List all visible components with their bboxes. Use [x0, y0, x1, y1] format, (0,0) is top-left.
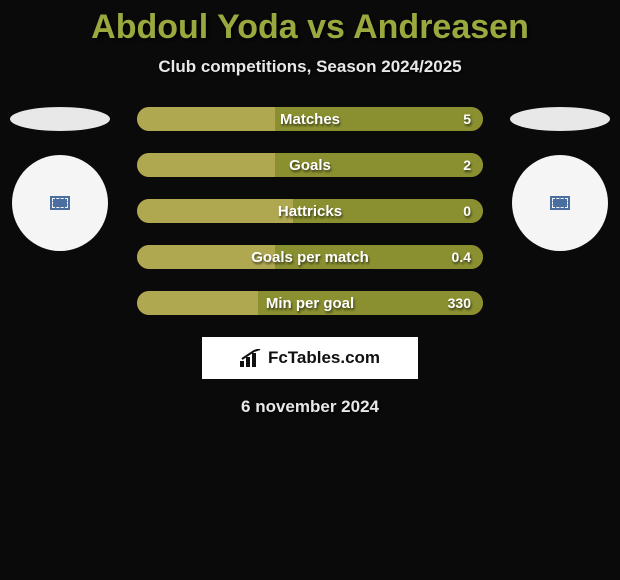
- stat-bar: Goals per match 0.4: [137, 245, 483, 269]
- brand-chart-icon: [240, 349, 262, 367]
- bar-value-right: 5: [463, 111, 471, 127]
- stat-bar: Hattricks 0: [137, 199, 483, 223]
- page-title: Abdoul Yoda vs Andreasen: [0, 0, 620, 47]
- player-badge-right: [500, 107, 620, 251]
- bar-label: Min per goal: [266, 295, 354, 312]
- name-pill-right: [510, 107, 610, 131]
- bar-fill-left: [137, 199, 293, 223]
- subtitle: Club competitions, Season 2024/2025: [0, 57, 620, 77]
- brand-box[interactable]: FcTables.com: [202, 337, 418, 379]
- bar-value-right: 2: [463, 157, 471, 173]
- flag-icon: [50, 196, 70, 210]
- date-text: 6 november 2024: [0, 397, 620, 417]
- bar-value-right: 0: [463, 203, 471, 219]
- team-circle-right: [512, 155, 608, 251]
- flag-icon: [550, 196, 570, 210]
- name-pill-left: [10, 107, 110, 131]
- comparison-area: Matches 5 Goals 2 Hattricks 0 Goals per match 0…: [0, 107, 620, 315]
- stat-bar: Goals 2: [137, 153, 483, 177]
- bar-fill-left: [137, 107, 275, 131]
- stat-bar: Matches 5: [137, 107, 483, 131]
- bar-value-right: 330: [448, 295, 471, 311]
- bar-label: Goals per match: [251, 249, 369, 266]
- bar-label: Hattricks: [278, 203, 342, 220]
- player-badge-left: [0, 107, 120, 251]
- stat-bar: Min per goal 330: [137, 291, 483, 315]
- bar-fill-left: [137, 291, 258, 315]
- team-circle-left: [12, 155, 108, 251]
- bar-label: Matches: [280, 111, 340, 128]
- bar-label: Goals: [289, 157, 331, 174]
- brand-text: FcTables.com: [268, 348, 380, 368]
- bar-value-right: 0.4: [452, 249, 471, 265]
- bar-fill-left: [137, 153, 275, 177]
- stat-bars: Matches 5 Goals 2 Hattricks 0 Goals per match 0…: [137, 107, 483, 315]
